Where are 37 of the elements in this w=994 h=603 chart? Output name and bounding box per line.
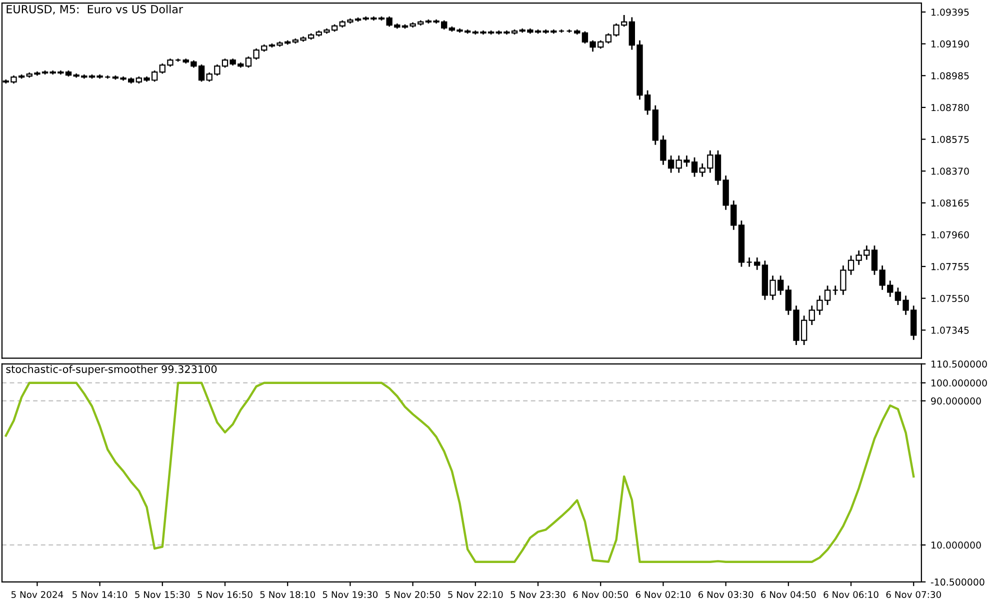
y-tick-label: 1.09190	[932, 40, 969, 48]
x-tick-label: 5 Nov 20:50	[386, 591, 440, 598]
candlestick	[832, 284, 838, 296]
line-series	[4, 382, 915, 564]
y-tick-label: 1.07550	[932, 294, 969, 302]
x-tick-label: 6 Nov 04:50	[761, 591, 816, 598]
chart-title: EURUSD, M5: Euro vs US Dollar	[6, 4, 184, 15]
x-tick-label: 5 Nov 16:50	[198, 591, 252, 598]
candlestick	[746, 256, 752, 268]
y-tick-label: 1.08575	[932, 136, 969, 143]
y-tick-label: 1.08165	[932, 199, 969, 207]
x-tick-label: 5 Nov 22:10	[448, 591, 503, 598]
x-tick-label: 5 Nov 23:30	[510, 591, 566, 598]
y-tick-label: 1.08370	[932, 168, 969, 175]
x-tick-label: 6 Nov 03:30	[698, 591, 754, 598]
y-tick-label: 1.07345	[932, 326, 969, 334]
y-tick-label: 1.08780	[932, 104, 969, 112]
x-tick-label: 6 Nov 02:10	[636, 591, 691, 598]
x-tick-label: 5 Nov 18:10	[260, 591, 315, 598]
x-tick-label: 6 Nov 00:50	[573, 591, 628, 598]
chart-title: stochastic-of-super-smoother 99.323100	[6, 365, 217, 376]
x-tick-label: 5 Nov 15:30	[135, 591, 190, 598]
y-tick-label: 1.08985	[932, 72, 969, 80]
x-tick-label: 6 Nov 06:10	[824, 591, 878, 598]
y-tick-label: 1.09395	[932, 8, 969, 16]
y-tick-label: 10.000000	[932, 542, 981, 549]
y-tick-label: 100.000000	[932, 379, 987, 387]
y-tick-label: 1.07960	[932, 231, 969, 238]
y-tick-label: -10.500000	[930, 578, 984, 586]
y-tick-label: 1.07755	[932, 263, 969, 270]
y-tick-label: 110.500000	[932, 360, 987, 368]
y-tick-label: 90.000000	[931, 397, 981, 405]
x-tick-label: 5 Nov 2024	[11, 591, 64, 598]
x-tick-label: 5 Nov 19:30	[322, 591, 378, 598]
x-tick-label: 6 Nov 07:30	[886, 591, 941, 598]
x-tick-label: 5 Nov 14:10	[72, 591, 128, 598]
candlestick	[754, 256, 760, 271]
